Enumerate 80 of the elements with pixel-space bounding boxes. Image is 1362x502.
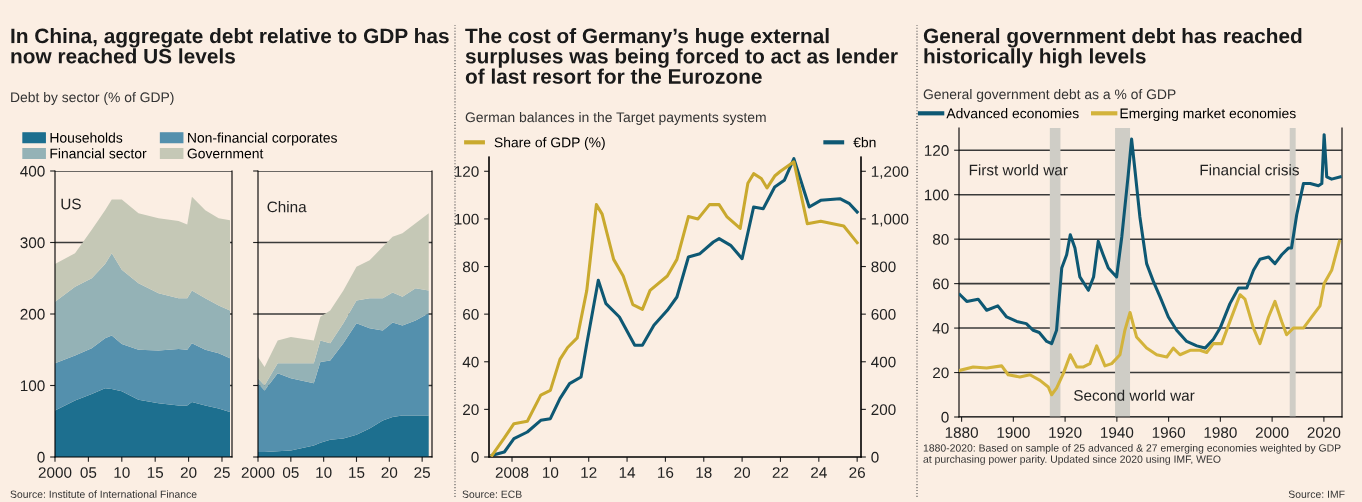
- x-tick-label: 10: [316, 467, 332, 478]
- y-tick-label: 400: [20, 165, 45, 177]
- y-tick-label: 80: [932, 234, 949, 245]
- x-tick-label: 10: [543, 467, 559, 478]
- y2-tick-label: 800: [871, 261, 896, 273]
- y-tick-label: 200: [20, 308, 45, 320]
- band-label: First world war: [969, 164, 1068, 176]
- x-tick-label: 15: [147, 467, 164, 478]
- legend-label: €bn: [853, 137, 876, 148]
- x-tick-label: 25: [414, 467, 431, 478]
- x-tick-label: 1960: [1152, 427, 1186, 438]
- x-tick-label: 20: [180, 467, 197, 478]
- chart-title: The cost of Germany’s huge external surpluses was being forced to act as lender of last resort for the Eurozone: [465, 28, 898, 84]
- x-tick-label: 24: [811, 467, 827, 478]
- x-tick-label: 2000: [1255, 427, 1289, 438]
- y2-tick-label: 1,200: [871, 166, 909, 179]
- y-tick-label: 0: [941, 411, 949, 423]
- y-tick-label: 40: [932, 322, 949, 334]
- legend-label: Financial sector: [50, 148, 147, 159]
- text: 1880-2020: Based on sample of 25 advanced & 27 emerging economies weighted by GDP at purchasing power parity. Updated since 2020 using IMF, WEO: [923, 444, 1341, 465]
- y2-tick-label: 0: [871, 451, 879, 463]
- chart-title: General government debt has reached historically high levels: [923, 28, 1302, 68]
- band-label: Second world war: [1074, 389, 1195, 401]
- legend-label: Non-financial corporates: [188, 132, 337, 146]
- source-note: Source: ECB: [462, 490, 522, 498]
- x-tick-label: 1980: [1204, 427, 1237, 438]
- x-tick-label: 1920: [1049, 427, 1082, 438]
- chart-subtitle: German balances in the Target payments system: [465, 112, 766, 125]
- band-label: Financial crisis: [1200, 164, 1299, 176]
- y-tick-label: 20: [933, 367, 949, 379]
- y-tick-label: 60: [463, 309, 479, 320]
- y2-tick-label: 600: [871, 309, 896, 320]
- y-tick-label: 60: [933, 278, 949, 290]
- y-tick-label: 0: [37, 451, 45, 463]
- source-note: Source: IMF: [1288, 490, 1345, 498]
- chart-subtitle: Debt by sector (% of GDP): [11, 92, 174, 105]
- y-tick-label: 40: [462, 356, 479, 368]
- y-tick-label: 20: [463, 404, 479, 416]
- x-tick-label: 22: [772, 467, 789, 478]
- y2-tick-label: 400: [871, 356, 896, 368]
- x-tick-label: 12: [581, 467, 597, 478]
- line-series: [959, 133, 1342, 350]
- x-tick-label: 2000: [241, 467, 275, 478]
- chart-subtitle: General government debt as a % of GDP: [923, 89, 1176, 102]
- x-tick-label: 14: [619, 467, 636, 478]
- legend-label: Government: [187, 148, 264, 159]
- legend-label: Emerging market economies: [1120, 108, 1296, 122]
- source-note: Source: Institute of International Finance: [10, 490, 197, 498]
- x-tick-label: 2008: [495, 467, 529, 478]
- legend-label: Households: [50, 132, 123, 143]
- y-tick-label: 120: [924, 145, 949, 156]
- y-tick-label: 80: [462, 261, 479, 273]
- y-tick-label: 300: [20, 237, 45, 249]
- y-tick-label: 100: [454, 213, 479, 225]
- x-tick-label: 2020: [1307, 427, 1341, 438]
- x-tick-label: 26: [849, 467, 865, 478]
- x-tick-label: 05: [80, 467, 97, 478]
- x-tick-label: 16: [658, 467, 674, 478]
- annotation: China: [267, 201, 307, 213]
- y2-tick-label: 200: [871, 404, 896, 416]
- y-tick-label: 120: [454, 166, 479, 177]
- x-tick-label: 2000: [38, 467, 72, 478]
- y-tick-label: 0: [471, 451, 479, 463]
- y2-tick-label: 1,000: [871, 213, 909, 227]
- x-tick-label: 1940: [1101, 427, 1134, 438]
- x-tick-label: 25: [214, 467, 230, 478]
- legend-label: Share of GDP (%): [494, 137, 605, 151]
- x-tick-label: 20: [381, 467, 398, 478]
- x-tick-label: 20: [734, 467, 751, 478]
- x-tick-label: 10: [114, 467, 130, 478]
- x-tick-label: 05: [282, 467, 299, 478]
- x-tick-label: 1880: [945, 427, 978, 438]
- y-tick-label: 100: [924, 189, 949, 201]
- annotation: US: [61, 198, 81, 210]
- x-tick-label: 18: [696, 467, 712, 478]
- x-tick-label: 15: [349, 467, 365, 478]
- y-tick-label: 100: [20, 380, 45, 392]
- x-tick-label: 1900: [997, 427, 1030, 438]
- chart-title: In China, aggregate debt relative to GDP has now reached US levels: [11, 28, 449, 64]
- legend-label: Advanced economies: [946, 108, 1079, 119]
